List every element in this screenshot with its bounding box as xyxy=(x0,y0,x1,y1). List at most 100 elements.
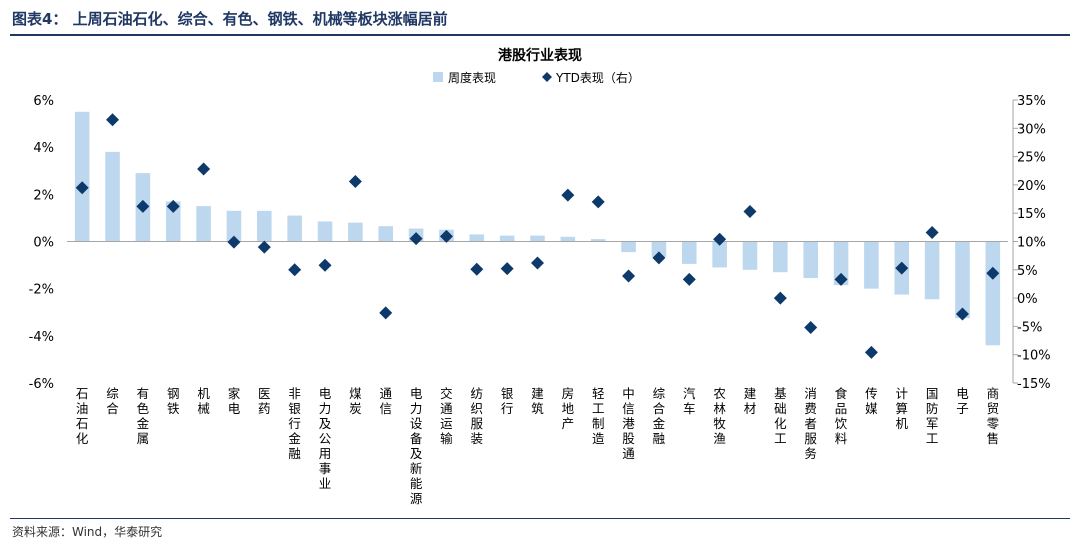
left-tick-label: 6% xyxy=(33,94,54,109)
category-label: 电力及公用事业 xyxy=(319,386,332,491)
right-tick-label: 0% xyxy=(1017,292,1038,307)
left-tick-label: -6% xyxy=(29,377,54,392)
category-label: 石油石化 xyxy=(76,386,89,446)
category-label: 综合金融 xyxy=(653,386,666,446)
right-tick-label: 25% xyxy=(1017,151,1046,166)
bar xyxy=(955,241,970,319)
category-label: 计算机 xyxy=(896,386,909,431)
right-tick-label: 30% xyxy=(1017,122,1046,137)
ytd-marker xyxy=(379,306,393,320)
ytd-marker xyxy=(864,345,878,359)
bar xyxy=(499,235,515,242)
right-tick-label: 15% xyxy=(1017,207,1046,222)
bar xyxy=(74,111,90,242)
source-note: 资料来源：Wind，华泰研究 xyxy=(12,525,163,539)
ytd-marker xyxy=(106,113,120,127)
bar xyxy=(196,206,211,242)
ytd-marker xyxy=(409,232,423,246)
ytd-marker xyxy=(348,175,362,189)
ytd-marker xyxy=(257,240,271,254)
left-tick-label: 0% xyxy=(33,236,54,251)
bar xyxy=(469,234,485,242)
ytd-marker xyxy=(227,235,241,249)
category-label: 电子 xyxy=(956,386,969,416)
ytd-marker xyxy=(288,263,302,277)
bottom-rule xyxy=(10,518,1070,519)
ytd-marker xyxy=(561,188,575,202)
legend-label-ytd: YTD表现（右） xyxy=(555,70,640,85)
legend-label-weekly: 周度表现 xyxy=(448,70,496,85)
category-label: 农林牧渔 xyxy=(713,386,726,446)
category-label: 纺织服装 xyxy=(471,386,484,446)
ytd-marker xyxy=(439,229,453,243)
bar xyxy=(317,221,333,242)
category-label: 钢铁 xyxy=(167,386,180,416)
right-tick-label: 5% xyxy=(1017,264,1038,279)
category-label: 基础化工 xyxy=(774,386,787,446)
ytd-marker xyxy=(531,256,544,270)
ytd-marker xyxy=(743,205,757,219)
category-label: 交通运输 xyxy=(440,386,453,446)
ytd-marker xyxy=(470,262,484,276)
bar xyxy=(226,210,242,242)
bar xyxy=(165,201,181,242)
ytd-marker xyxy=(925,225,939,239)
bar xyxy=(651,241,667,257)
bar xyxy=(924,241,940,300)
right-tick-label: -10% xyxy=(1017,349,1051,364)
ytd-marker xyxy=(318,258,332,272)
chart-title: 港股行业表现 xyxy=(498,47,582,64)
legend: 周度表现 YTD表现（右） xyxy=(433,70,640,85)
bar xyxy=(712,241,727,268)
ytd-marker xyxy=(986,266,1000,280)
bar xyxy=(105,151,120,242)
category-label: 汽车 xyxy=(683,386,696,416)
category-label: 国防军工 xyxy=(926,386,939,446)
bar xyxy=(803,241,818,279)
category-label: 通信 xyxy=(379,386,392,416)
bar xyxy=(378,226,394,242)
bar xyxy=(560,236,576,242)
right-tick-label: 35% xyxy=(1017,94,1046,109)
left-y-axis: 6% 4% 2% 0% -2% -4% -6% xyxy=(29,94,54,392)
category-label: 有色金属 xyxy=(137,386,150,446)
category-label: 轻工制造 xyxy=(592,386,605,446)
bar xyxy=(621,241,636,253)
category-label: 食品饮料 xyxy=(835,386,848,446)
ytd-marker xyxy=(166,199,180,213)
bar xyxy=(348,222,363,242)
figure-title: 图表4： 上周石油石化、综合、有色、钢铁、机械等板块涨幅居前 xyxy=(12,10,448,28)
ytd-marker xyxy=(713,232,727,246)
chart: 港股行业表现 周度表现 YTD表现（右） 6% 4% 2% 0% -2% -4% -6% 3… xyxy=(29,47,1051,506)
ytd-marker xyxy=(955,307,969,321)
bar xyxy=(833,241,849,286)
legend-bar-swatch xyxy=(433,72,443,82)
ytd-marker xyxy=(500,262,514,276)
category-label: 中信港股通 xyxy=(622,386,635,461)
category-label: 综合 xyxy=(106,386,119,416)
category-label: 银行 xyxy=(501,386,514,416)
right-y-axis: 35% 30% 25% 20% 15% 10% 5% 0% -5% -10% -15% xyxy=(1012,94,1051,392)
left-tick-label: 4% xyxy=(33,141,54,156)
bar xyxy=(864,241,879,289)
category-label: 电力设备及新能源 xyxy=(410,386,423,506)
bar xyxy=(530,235,545,242)
category-label: 家电 xyxy=(228,386,241,416)
category-label: 煤炭 xyxy=(349,386,362,416)
ytd-marker xyxy=(652,251,666,265)
ytd-marker xyxy=(75,181,89,195)
right-tick-label: -15% xyxy=(1017,377,1051,392)
category-label: 建筑 xyxy=(531,386,544,416)
ytd-marker xyxy=(773,291,787,305)
bar xyxy=(590,239,606,242)
category-label: 非银行金融 xyxy=(288,386,301,461)
bar xyxy=(257,210,272,242)
left-tick-label: -4% xyxy=(29,330,54,345)
ytd-marker xyxy=(622,269,636,283)
marker-series xyxy=(75,113,1000,359)
category-label: 机械 xyxy=(197,386,210,416)
ytd-marker xyxy=(682,272,696,286)
category-label: 传媒 xyxy=(865,386,878,416)
top-rule xyxy=(10,34,1070,36)
